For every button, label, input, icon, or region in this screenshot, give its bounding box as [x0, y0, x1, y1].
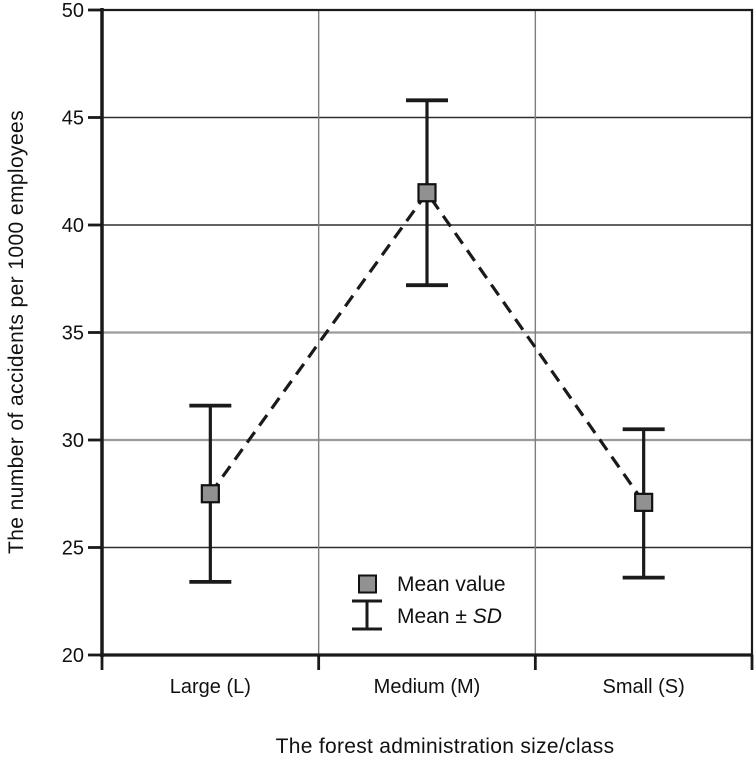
y-tick-label: 20 — [62, 645, 84, 667]
legend-label-sd-prefix: Mean ± — [397, 605, 473, 628]
legend-label-mean: Mean value — [397, 573, 506, 596]
x-category-label: Small (S) — [603, 676, 685, 698]
data-point-marker — [200, 484, 220, 504]
x-axis-title: The forest administration size/class — [275, 735, 615, 758]
y-axis-title: The number of accidents per 1000 employe… — [5, 109, 28, 555]
legend-label-sd-italic: SD — [473, 605, 502, 628]
x-category-label: Medium (M) — [374, 676, 481, 698]
legend-mean-swatch — [358, 574, 377, 594]
y-tick-label: 40 — [62, 215, 84, 237]
y-tick-label: 35 — [62, 323, 84, 345]
data-point-marker — [417, 183, 437, 203]
y-tick-label: 45 — [62, 108, 84, 130]
legend-label-sd: Mean ± SD — [397, 605, 502, 628]
data-point-marker — [634, 492, 654, 512]
x-category-label: Large (L) — [170, 676, 251, 698]
y-tick-label: 30 — [62, 430, 84, 452]
y-tick-label: 25 — [62, 538, 84, 560]
y-tick-label: 50 — [62, 0, 84, 22]
